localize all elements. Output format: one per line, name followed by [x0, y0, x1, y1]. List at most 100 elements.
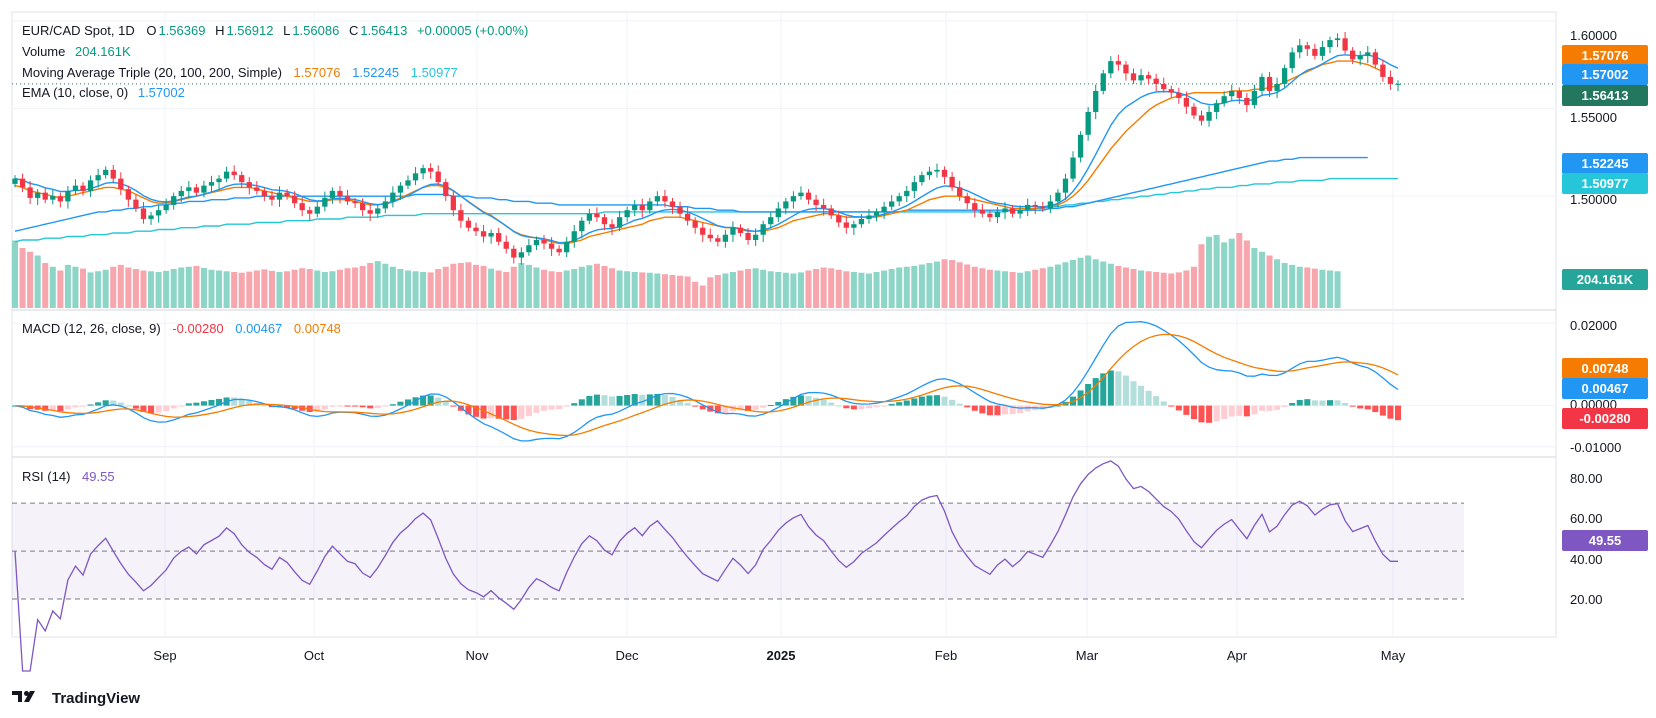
- volume-bar: [268, 270, 275, 308]
- volume-bar: [178, 267, 185, 308]
- volume-bar: [971, 266, 978, 308]
- volume-bar: [752, 268, 759, 308]
- volume-bar: [367, 263, 374, 308]
- macd-histogram-bar: [1236, 405, 1243, 416]
- volume-bar: [563, 270, 570, 308]
- volume-bar: [1092, 259, 1099, 308]
- volume-bar: [1001, 271, 1009, 308]
- ema-legend: EMA (10, close, 0) 1.57002: [22, 84, 187, 102]
- brand-name[interactable]: TradingView: [52, 689, 141, 707]
- volume-bar: [389, 266, 396, 308]
- candle-body: [1334, 38, 1341, 41]
- macd-histogram-bar: [140, 405, 147, 412]
- candle-body: [828, 208, 834, 216]
- high-value: 1.56912: [226, 23, 274, 38]
- candle-body: [1350, 50, 1356, 60]
- candle-body: [669, 201, 676, 207]
- macd-histogram-bar: [57, 405, 64, 412]
- candle-body: [344, 196, 351, 202]
- volume-bar: [699, 285, 706, 308]
- volume-bar: [125, 267, 132, 308]
- x-label-dec: Dec: [615, 648, 639, 663]
- macd-histogram-bar: [1213, 405, 1220, 422]
- macd-histogram-bar: [956, 403, 963, 406]
- volume-bar: [148, 271, 155, 308]
- macd-line-badge: 0.00467: [1562, 378, 1648, 399]
- macd-histogram-bar: [72, 405, 79, 408]
- volume-bar: [805, 270, 812, 308]
- candle-body: [1077, 134, 1084, 158]
- candle-body: [836, 215, 842, 223]
- volume-bar: [336, 269, 343, 308]
- volume-bar: [404, 270, 412, 308]
- volume-bar: [1319, 269, 1326, 308]
- macd-histogram-bar: [1342, 402, 1349, 406]
- macd-histogram-bar: [1274, 405, 1281, 410]
- candle-body: [367, 210, 373, 214]
- macd-histogram-bar: [699, 405, 706, 410]
- candle-body: [412, 173, 419, 181]
- volume-bar: [586, 265, 593, 308]
- candle-body: [511, 248, 517, 258]
- candle-body: [1009, 208, 1016, 214]
- candle-body: [1395, 83, 1401, 85]
- macd-histogram-bar: [971, 405, 978, 411]
- macd-histogram-bar: [1017, 405, 1024, 414]
- volume-bar: [1274, 259, 1281, 308]
- volume-bar: [1326, 270, 1334, 308]
- candle-body: [760, 224, 766, 235]
- candle-body: [450, 196, 456, 211]
- macd-histogram-bar: [631, 394, 638, 406]
- volume-bar: [1198, 244, 1205, 308]
- volume-bar: [1153, 272, 1160, 308]
- change-value: +0.00005 (+0.00%): [416, 23, 529, 38]
- rsi-legend: RSI (14) 49.55: [22, 468, 117, 486]
- volume-bar: [684, 276, 691, 308]
- candle-body: [1055, 192, 1061, 202]
- candle-body: [1002, 208, 1008, 212]
- volume-bar: [64, 264, 71, 308]
- macd-histogram-bar: [1311, 400, 1318, 406]
- candle-body: [1100, 73, 1106, 91]
- low-value: 1.56086: [292, 23, 340, 38]
- tradingview-logo-icon[interactable]: [12, 689, 48, 707]
- volume-bar: [1175, 272, 1182, 308]
- volume-bar: [1122, 267, 1129, 308]
- candle-body: [473, 227, 479, 232]
- volume-bar: [593, 263, 600, 308]
- volume-bar: [601, 266, 608, 308]
- volume-bar: [193, 266, 200, 308]
- macd-signal-value: 0.00748: [293, 321, 341, 336]
- volume-bar: [949, 260, 956, 308]
- volume-bar: [132, 269, 139, 308]
- volume-bar: [1039, 268, 1046, 308]
- volume-bar: [163, 270, 170, 308]
- candle-body: [586, 213, 593, 221]
- macd-histogram-bar: [216, 398, 223, 406]
- macd-histogram-bar: [200, 401, 207, 406]
- volume-bar: [631, 272, 638, 308]
- candle-body: [390, 192, 396, 202]
- macd-histogram-bar: [669, 397, 676, 406]
- volume-bar: [964, 264, 971, 308]
- volume-bar: [1077, 257, 1084, 308]
- macd-histogram-bar: [110, 400, 117, 406]
- candle-body: [1229, 90, 1235, 97]
- candle-body: [1266, 76, 1273, 91]
- macd-histogram-bar: [1258, 405, 1265, 411]
- volume-bar: [722, 273, 729, 308]
- volume-bar: [465, 262, 472, 308]
- volume-bar: [918, 264, 925, 308]
- macd-histogram-bar: [510, 405, 517, 421]
- volume-bar: [518, 263, 525, 308]
- candle-body: [299, 203, 305, 211]
- macd-histogram-bar: [586, 395, 593, 406]
- candle-body: [1274, 83, 1280, 91]
- volume-bar: [767, 271, 774, 308]
- volume-bar: [110, 266, 117, 308]
- macd-histogram-bar: [42, 405, 49, 411]
- volume-bar: [238, 272, 245, 308]
- candle-body: [155, 210, 162, 216]
- candle-body: [72, 185, 79, 191]
- macd-histogram-bar: [102, 400, 109, 406]
